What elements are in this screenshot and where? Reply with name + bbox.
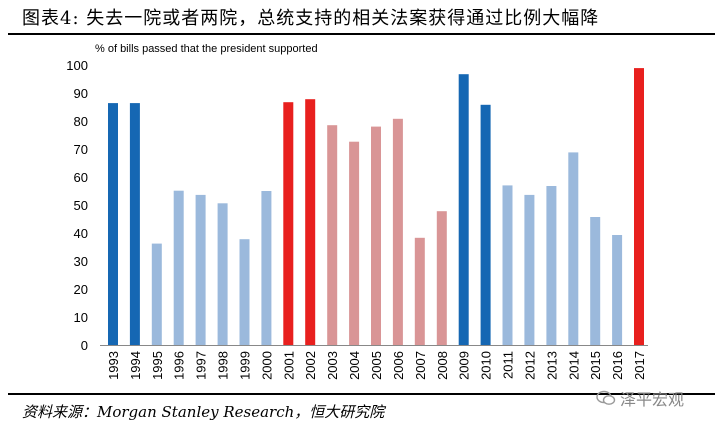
x-tick-label: 2010 [479, 351, 494, 380]
x-tick-label: 2015 [588, 351, 603, 380]
bar-2002 [305, 99, 316, 345]
bar-2012 [524, 194, 535, 345]
x-tick-label: 1996 [172, 351, 187, 380]
x-tick-label: 2001 [281, 351, 296, 380]
y-tick-label: 20 [74, 282, 88, 297]
x-tick-label: 2014 [566, 351, 581, 380]
x-tick-label: 1997 [194, 351, 209, 380]
bar-2005 [371, 126, 381, 345]
x-tick-label: 1993 [106, 351, 121, 380]
bar-1995 [151, 243, 162, 345]
x-tick-label: 2003 [325, 351, 340, 380]
x-tick-label: 2008 [435, 351, 450, 380]
x-tick-label: 2002 [303, 351, 318, 380]
bar-2016 [612, 235, 623, 345]
x-tick-label: 1999 [238, 351, 253, 380]
bar-2000 [261, 191, 272, 345]
y-tick-label: 60 [74, 170, 88, 185]
x-tick-label: 2004 [347, 351, 362, 380]
bar-2006 [392, 118, 403, 345]
bar-2008 [436, 211, 447, 345]
chat-bubble-icon [596, 390, 616, 405]
x-tick-label: 1995 [150, 351, 165, 380]
bar-2014 [568, 152, 579, 345]
title-divider [8, 33, 715, 35]
y-tick-label: 30 [74, 254, 88, 269]
watermark-text: 泽平宏观 [620, 390, 685, 409]
x-tick-label: 2016 [610, 351, 625, 380]
bar-1997 [195, 194, 206, 345]
bar-1996 [173, 190, 184, 345]
x-tick-label: 2017 [632, 351, 647, 380]
bar-2017 [634, 68, 644, 345]
x-tick-label: 2005 [369, 351, 384, 380]
bar-2015 [590, 217, 601, 345]
y-tick-label: 0 [81, 338, 88, 353]
bar-2009 [458, 74, 469, 345]
bar-1999 [239, 239, 250, 345]
x-tick-label: 2006 [391, 351, 406, 380]
watermark: 泽平宏观 [596, 386, 684, 410]
bar-2011 [502, 185, 513, 345]
y-tick-label: 40 [74, 226, 88, 241]
bar-2010 [480, 104, 491, 345]
y-axis-label: % of bills passed that the president sup… [95, 43, 318, 55]
x-tick-label: 2009 [457, 351, 472, 380]
bar-2003 [327, 125, 338, 345]
bar-1998 [217, 203, 228, 345]
y-tick-label: 90 [74, 86, 88, 101]
y-tick-label: 50 [74, 198, 88, 213]
bar-2007 [414, 237, 425, 345]
x-tick-label: 2012 [522, 351, 537, 380]
y-tick-label: 70 [74, 142, 88, 157]
bar-2013 [546, 186, 557, 345]
bar-1993 [108, 103, 118, 345]
bars [108, 68, 644, 345]
x-tick-label: 2000 [259, 351, 274, 380]
y-tick-label: 10 [74, 310, 88, 325]
source-note: 资料来源：Morgan Stanley Research，恒大研究院 [22, 403, 385, 421]
bar-1994 [129, 103, 140, 345]
x-tick-label: 1994 [128, 351, 143, 380]
x-tick-label: 2013 [544, 351, 559, 380]
x-tick-label: 2011 [501, 351, 516, 379]
figure-title: 图表4: 失去一院或者两院，总统支持的相关法案获得通过比例大幅降 [22, 8, 600, 29]
y-tick-label: 80 [74, 114, 88, 129]
x-tick-label: 2007 [413, 351, 428, 380]
x-axis: 1993 1994 1995 1996 1997 1998 1999 2000 2001 2002… [106, 351, 647, 380]
x-tick-label: 1998 [216, 351, 231, 380]
bar-2004 [349, 141, 360, 345]
bar-2001 [283, 102, 294, 345]
source-divider [8, 393, 715, 395]
y-tick-label: 100 [66, 58, 88, 73]
y-axis: 0 10 20 30 40 50 60 70 80 90 100 [66, 58, 648, 353]
